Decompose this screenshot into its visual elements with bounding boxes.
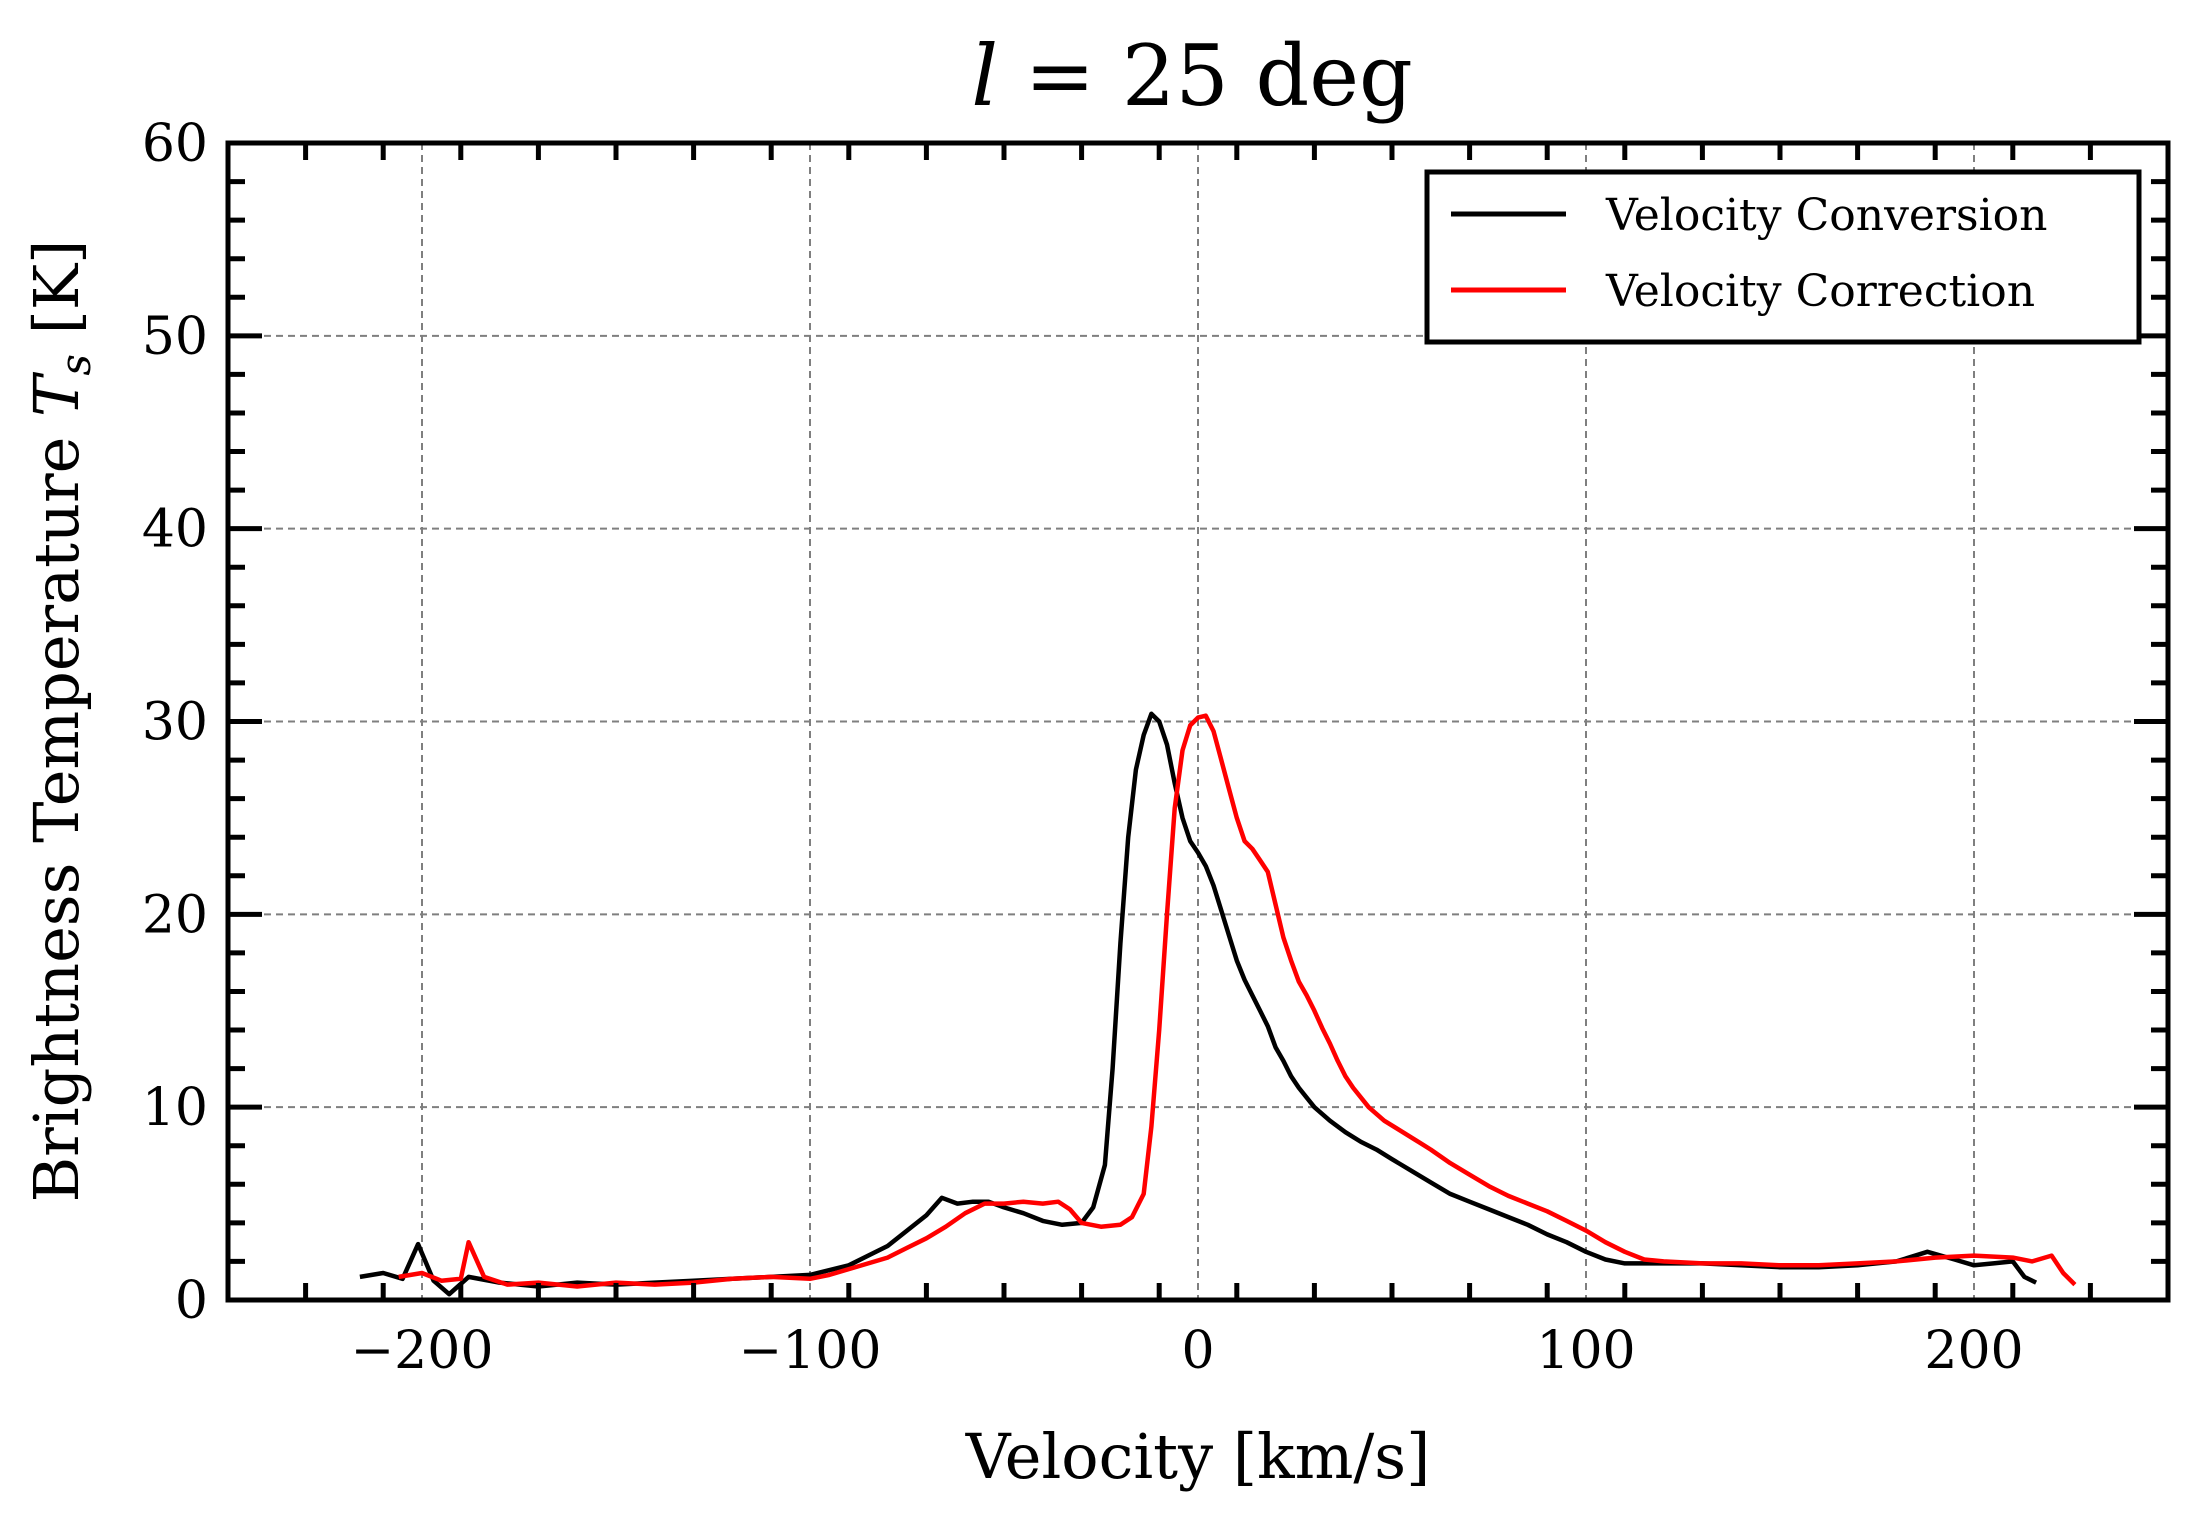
x-tick-label: −200 — [351, 1321, 494, 1381]
series-line-correction — [398, 713, 2077, 1289]
legend: Velocity Conversion Velocity Correction — [1424, 169, 2142, 345]
legend-label-correction: Velocity Correction — [1605, 266, 2035, 317]
x-axis-title: Velocity [km/s] — [965, 1420, 1431, 1493]
x-tick-labels: −200 −100 0 100 200 — [351, 1321, 2024, 1381]
x-tick-label: 200 — [1924, 1321, 2023, 1381]
y-tick-label: 50 — [142, 307, 208, 367]
x-tick-label: −100 — [739, 1321, 882, 1381]
series-line-conversion — [359, 711, 2038, 1297]
y-tick-label: 0 — [175, 1271, 208, 1331]
chart-title: l = 25 deg — [971, 27, 1413, 125]
x-tick-label: 100 — [1536, 1321, 1635, 1381]
y-tick-label: 30 — [142, 693, 208, 753]
y-tick-labels: 0 10 20 30 40 50 60 — [142, 114, 208, 1331]
axis-ticks — [225, 140, 2171, 1303]
y-tick-label: 10 — [142, 1078, 208, 1138]
y-tick-label: 60 — [142, 114, 208, 174]
y-tick-label: 20 — [142, 885, 208, 945]
x-tick-label: 0 — [1181, 1321, 1214, 1381]
series-lines — [359, 711, 2077, 1297]
y-axis-title: Brightness Temperature Ts [K] — [20, 240, 100, 1203]
legend-box — [1424, 169, 2142, 345]
y-tick-label: 40 — [142, 500, 208, 560]
legend-label-conversion: Velocity Conversion — [1605, 190, 2047, 241]
